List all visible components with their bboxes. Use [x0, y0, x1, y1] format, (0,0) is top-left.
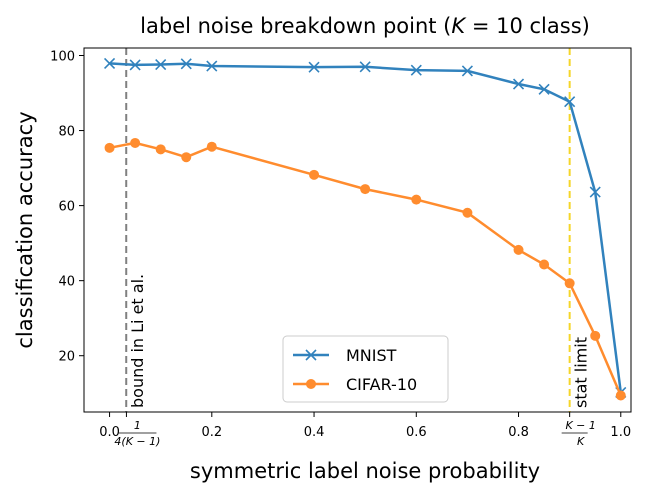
- data-point-0-7: [410, 64, 422, 76]
- x-frac-numerator-1: K − 1: [565, 419, 595, 432]
- data-point-1-7: [411, 194, 422, 205]
- data-point-0-8: [461, 65, 473, 77]
- data-point-0-4: [206, 60, 218, 72]
- legend-label-cifar: CIFAR-10: [346, 375, 417, 394]
- data-point-1-8: [462, 207, 473, 218]
- legend-marker-mnist: [305, 349, 317, 361]
- data-point-0-1: [129, 59, 141, 71]
- legend: MNIST CIFAR-10: [282, 335, 449, 403]
- y-axis-label: classification accuracy: [13, 111, 37, 348]
- data-point-0-2: [155, 58, 167, 71]
- data-point-1-0: [104, 142, 115, 153]
- y-tick-label-1: 40: [58, 275, 75, 290]
- data-point-1-2: [155, 144, 166, 155]
- y-tick-label-0: 20: [58, 350, 75, 365]
- y-tick-label-2: 60: [58, 200, 75, 215]
- data-point-1-5: [309, 169, 320, 180]
- data-point-1-3: [181, 152, 192, 163]
- chart-title: label noise breakdown point (K = 10 clas…: [140, 14, 590, 38]
- data-point-1-10: [539, 259, 550, 270]
- data-point-1-11: [564, 278, 575, 289]
- data-point-1-9: [513, 244, 524, 255]
- x-tick-label-2: 0.4: [304, 425, 325, 440]
- x-tick-label-1: 0.2: [201, 425, 222, 440]
- data-point-1-1: [130, 137, 141, 148]
- data-point-0-10: [538, 83, 550, 95]
- plot-area: bound in Li et al. stat limit: [103, 48, 627, 412]
- legend-marker-cifar: [306, 379, 316, 389]
- axes: 20 40 60 80 100 0.0 0.2 0.4 0.6 0.8 1.0 1 4(K − 1) K …: [50, 50, 631, 448]
- x-frac-denominator-1: K: [577, 435, 585, 448]
- y-tick-label-4: 100: [50, 50, 75, 65]
- data-point-1-13: [615, 390, 626, 401]
- vline-label-0: bound in Li et al.: [128, 274, 147, 408]
- data-point-0-9: [512, 78, 525, 90]
- x-tick-label-4: 0.8: [508, 425, 529, 440]
- data-point-0-5: [308, 61, 320, 73]
- series-line-0: [109, 62, 623, 393]
- y-tick-label-3: 80: [58, 125, 75, 140]
- x-tick-label-0: 0.0: [99, 425, 120, 440]
- data-point-0-12: [589, 186, 601, 198]
- legend-box: [282, 335, 449, 403]
- legend-label-mnist: MNIST: [346, 346, 397, 365]
- data-point-1-4: [206, 141, 217, 152]
- data-point-0-11: [564, 96, 576, 108]
- plot-frame: [83, 47, 632, 413]
- vline-label-1: stat limit: [572, 337, 591, 408]
- x-frac-numerator-0: 1: [134, 419, 141, 432]
- data-point-0-0: [103, 57, 116, 69]
- x-frac-denominator-0: 4(K − 1): [114, 435, 160, 448]
- data-point-0-3: [180, 58, 192, 70]
- data-point-0-6: [359, 61, 371, 73]
- data-point-1-6: [360, 184, 371, 195]
- x-tick-label-5: 1.0: [610, 425, 631, 440]
- data-point-1-12: [590, 330, 601, 341]
- x-tick-label-3: 0.6: [406, 425, 427, 440]
- x-axis-label: symmetric label noise probability: [190, 459, 540, 483]
